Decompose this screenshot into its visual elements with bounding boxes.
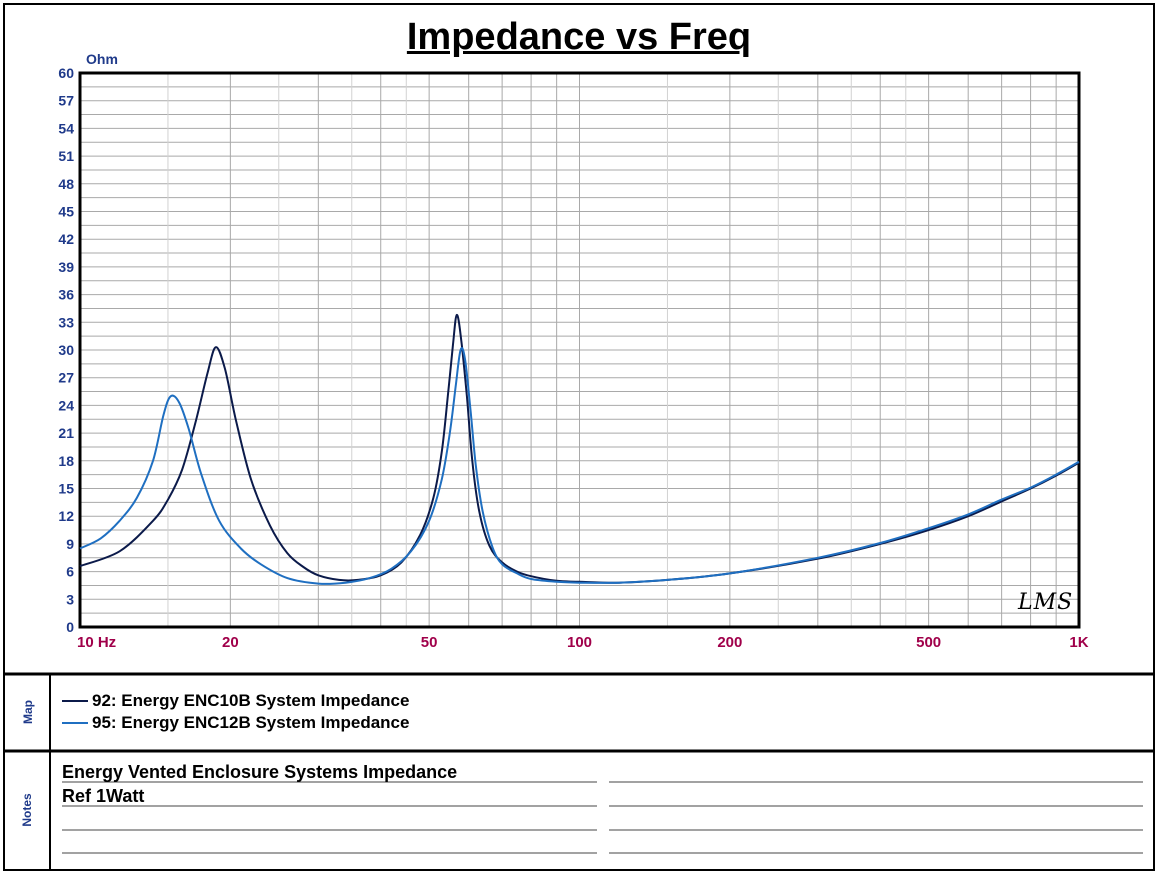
y-tick-label: 36 [58,287,74,303]
map-section-label: Map [21,700,35,724]
y-tick-label: 6 [66,564,74,580]
y-tick-label: 0 [66,619,74,635]
y-tick-label: 3 [66,591,74,607]
x-tick-labels: 10 Hz 20 50 100 200 500 1K [77,634,1089,651]
lms-watermark: LMS [1018,590,1074,615]
x-tick-label: 50 [421,634,438,651]
y-tick-label: 42 [58,231,74,247]
y-tick-label: 45 [58,204,74,220]
y-axis-label: Ohm [86,51,118,67]
x-tick-label: 1K [1069,634,1088,651]
x-tick-label: 200 [717,634,742,651]
chart-series [79,313,1080,585]
y-tick-label: 18 [58,453,74,469]
y-tick-label: 15 [58,481,74,497]
page-title: Impedance vs Freq [406,16,752,58]
x-tick-label: 100 [567,634,592,651]
legend-label: 92: Energy ENC10B System Impedance [92,691,410,710]
legend-item-enc10b: 92: Energy ENC10B System Impedance [62,690,409,712]
x-tick-label: 20 [222,634,239,651]
note-line-2: Ref 1Watt [62,786,145,806]
y-tick-label: 57 [58,93,74,109]
y-tick-label: 24 [58,397,74,413]
y-tick-label: 27 [58,370,74,386]
legend-label: 95: Energy ENC12B System Impedance [92,713,410,732]
y-tick-label: 60 [58,65,74,81]
y-tick-label: 30 [58,342,74,358]
legend-item-enc12b: 95: Energy ENC12B System Impedance [62,712,409,734]
y-tick-label: 54 [58,120,74,136]
y-tick-label: 39 [58,259,74,275]
y-tick-label: 33 [58,314,74,330]
legend-swatch [62,722,88,724]
note-line-1: Energy Vented Enclosure Systems Impedanc… [62,762,458,782]
notes-section-label: Notes [20,793,34,827]
legend-swatch [62,700,88,702]
x-tick-label: 500 [916,634,941,651]
notes-ruled-lines [62,781,1143,854]
impedance-chart: Ohm 036912151821242730333639424548515457… [58,51,1088,651]
plot-border [78,71,1081,629]
chart-grid [80,73,1079,627]
y-tick-label: 51 [58,148,74,164]
series-line-enc12b [79,347,1080,585]
y-tick-label: 12 [58,508,74,524]
y-tick-label: 9 [66,536,74,552]
y-tick-label: 48 [58,176,74,192]
x-tick-label: 10 Hz [77,634,116,651]
y-tick-label: 21 [58,425,74,441]
